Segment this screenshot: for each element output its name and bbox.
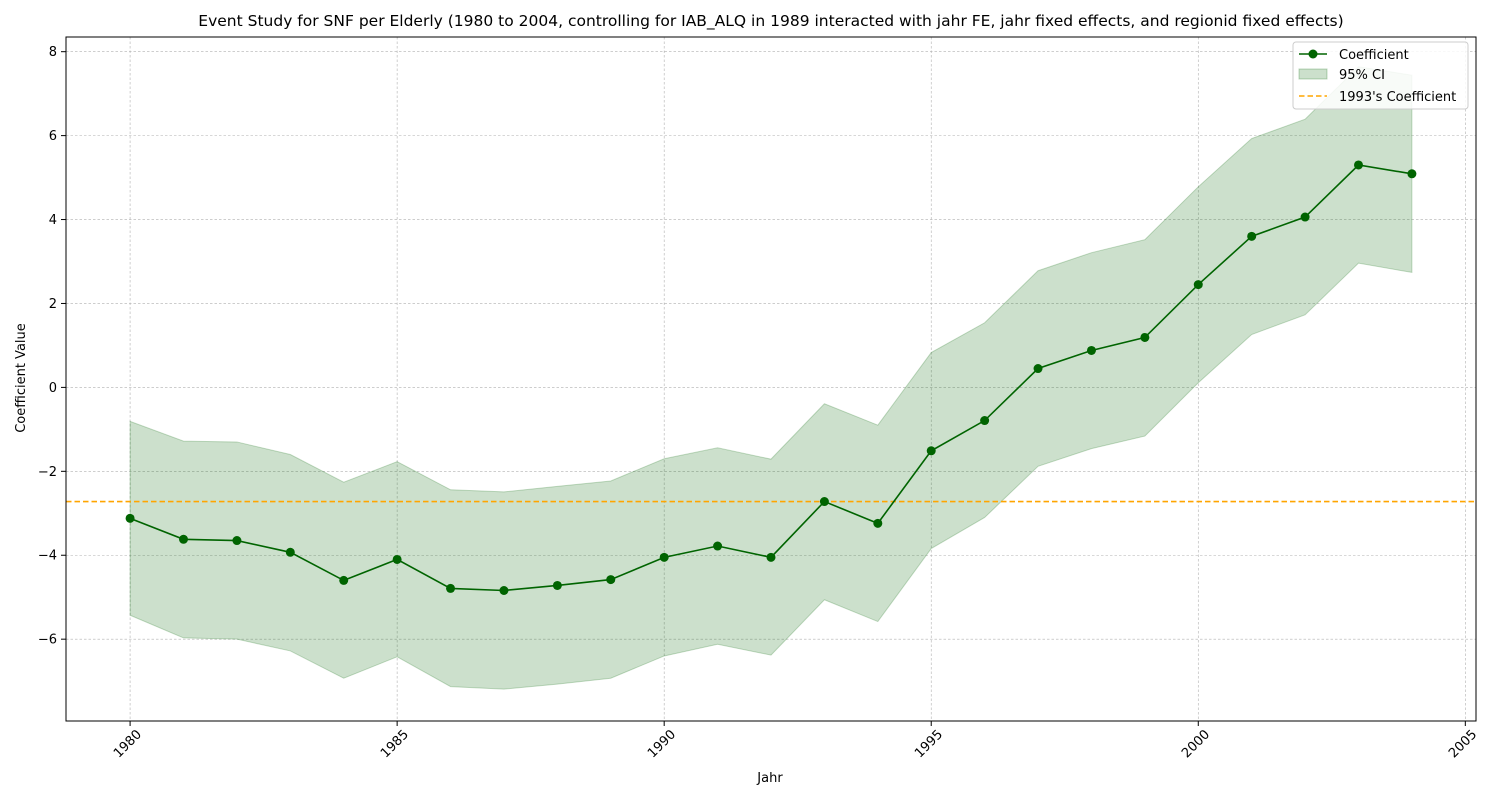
coefficient-point xyxy=(1407,169,1417,179)
coefficient-point xyxy=(392,554,402,564)
coefficient-point xyxy=(446,583,456,593)
coefficient-point xyxy=(339,575,349,585)
y-axis-label: Coefficient Value xyxy=(14,323,29,433)
coefficient-point xyxy=(552,580,562,590)
y-tick-label: 8 xyxy=(49,45,57,60)
coefficient-point xyxy=(499,585,509,595)
ci-band xyxy=(129,66,1413,690)
legend-reference-label: 1993's Coefficient xyxy=(1339,90,1456,105)
x-tick-label: 2000 xyxy=(1179,727,1213,761)
x-tick-label: 2005 xyxy=(1446,727,1480,761)
coefficient-point xyxy=(179,534,188,544)
legend-coefficient-label: Coefficient xyxy=(1339,48,1409,63)
coefficient-point xyxy=(766,552,776,562)
ci-layer xyxy=(129,66,1413,690)
coefficient-point xyxy=(1086,345,1096,355)
x-axis-label: Jahr xyxy=(756,771,783,786)
y-tick-label: −6 xyxy=(38,633,57,648)
coefficient-point xyxy=(232,536,242,546)
grid xyxy=(66,37,1476,721)
coefficient-point xyxy=(819,497,829,507)
legend-box xyxy=(1292,41,1469,110)
y-tick-label: 4 xyxy=(49,213,57,228)
coefficient-point xyxy=(926,446,936,456)
y-tick-label: 6 xyxy=(49,129,57,144)
legend-ci-swatch xyxy=(1298,68,1328,80)
chart-title: Event Study for SNF per Elderly (1980 to… xyxy=(198,12,1343,31)
coefficient-point xyxy=(1140,332,1150,342)
legend-coefficient-marker xyxy=(1308,49,1318,59)
y-tick-label: −4 xyxy=(38,549,57,564)
x-tick-label: 1990 xyxy=(645,727,679,761)
y-tick-label: −2 xyxy=(38,465,57,480)
coefficient-point xyxy=(713,541,723,551)
x-tick-label: 1995 xyxy=(912,727,946,761)
coefficient-point xyxy=(1193,280,1203,290)
y-tick-label: 2 xyxy=(49,297,57,312)
coefficient-point xyxy=(606,575,616,585)
y-tick-label: 0 xyxy=(49,381,57,396)
x-tick-label: 1985 xyxy=(378,727,412,761)
legend-ci-label: 95% CI xyxy=(1339,68,1385,83)
coefficient-point xyxy=(1033,364,1043,374)
coefficient-point xyxy=(659,552,669,562)
legend: Coefficient 95% CI 1993's Coefficient xyxy=(1292,41,1469,110)
x-axis-ticks: 1980 1985 1990 1995 2000 2005 xyxy=(111,721,1480,761)
coefficient-point xyxy=(980,416,990,426)
coefficient-point xyxy=(1300,212,1310,222)
y-axis-ticks: −6 −4 −2 0 2 4 6 8 xyxy=(38,45,66,648)
plot-frame xyxy=(65,36,1477,722)
coefficient-point xyxy=(873,518,883,528)
series-layer xyxy=(125,160,1417,595)
x-tick-label: 1980 xyxy=(111,727,145,761)
coefficient-point xyxy=(285,547,295,557)
coefficient-point xyxy=(1354,160,1363,170)
coefficient-point xyxy=(1247,231,1257,241)
coefficient-point xyxy=(125,513,135,523)
